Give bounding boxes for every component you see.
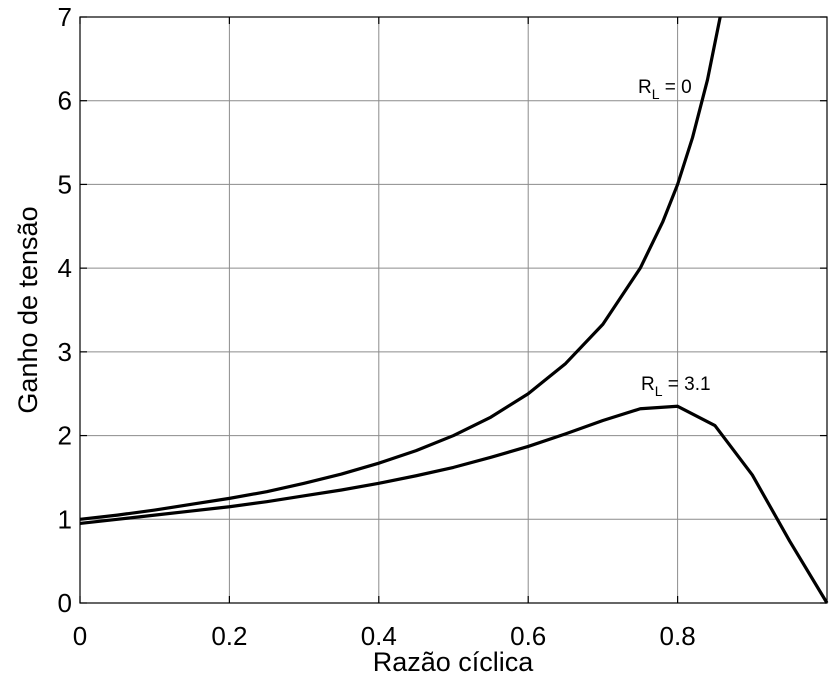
x-tick-label: 0 [73,621,87,651]
series-line-rl-0 [79,16,722,521]
y-tick-label: 0 [58,588,72,618]
y-tick-label: 2 [58,421,72,451]
y-tick-label: 6 [58,86,72,116]
y-axis-label: Ganho de tensão [13,206,43,413]
y-tick-label: 5 [58,169,72,199]
y-tick-labels: 0 1 2 3 4 5 6 7 [58,2,72,618]
x-tick-label: 0.4 [361,621,397,651]
series-label-rl-0: RL = 0 [638,77,692,102]
x-tick-label: 0.8 [660,621,696,651]
y-tick-label: 3 [58,337,72,367]
series-label-rl-3-1: RL = 3.1 [641,374,711,399]
series-group [79,16,829,604]
x-axis-label: Razão cíclica [373,647,535,677]
y-tick-label: 7 [58,2,72,32]
x-tick-labels: 0 0.2 0.4 0.6 0.8 [73,621,696,651]
x-tick-label: 0.2 [211,621,247,651]
series-line-rl-3-1 [79,404,829,604]
grid [79,16,827,604]
plot-frame [79,16,828,604]
y-tick-label: 4 [58,253,72,283]
plot-area [80,17,827,603]
x-tick-label: 0.6 [510,621,546,651]
y-tick-label: 1 [58,504,72,534]
